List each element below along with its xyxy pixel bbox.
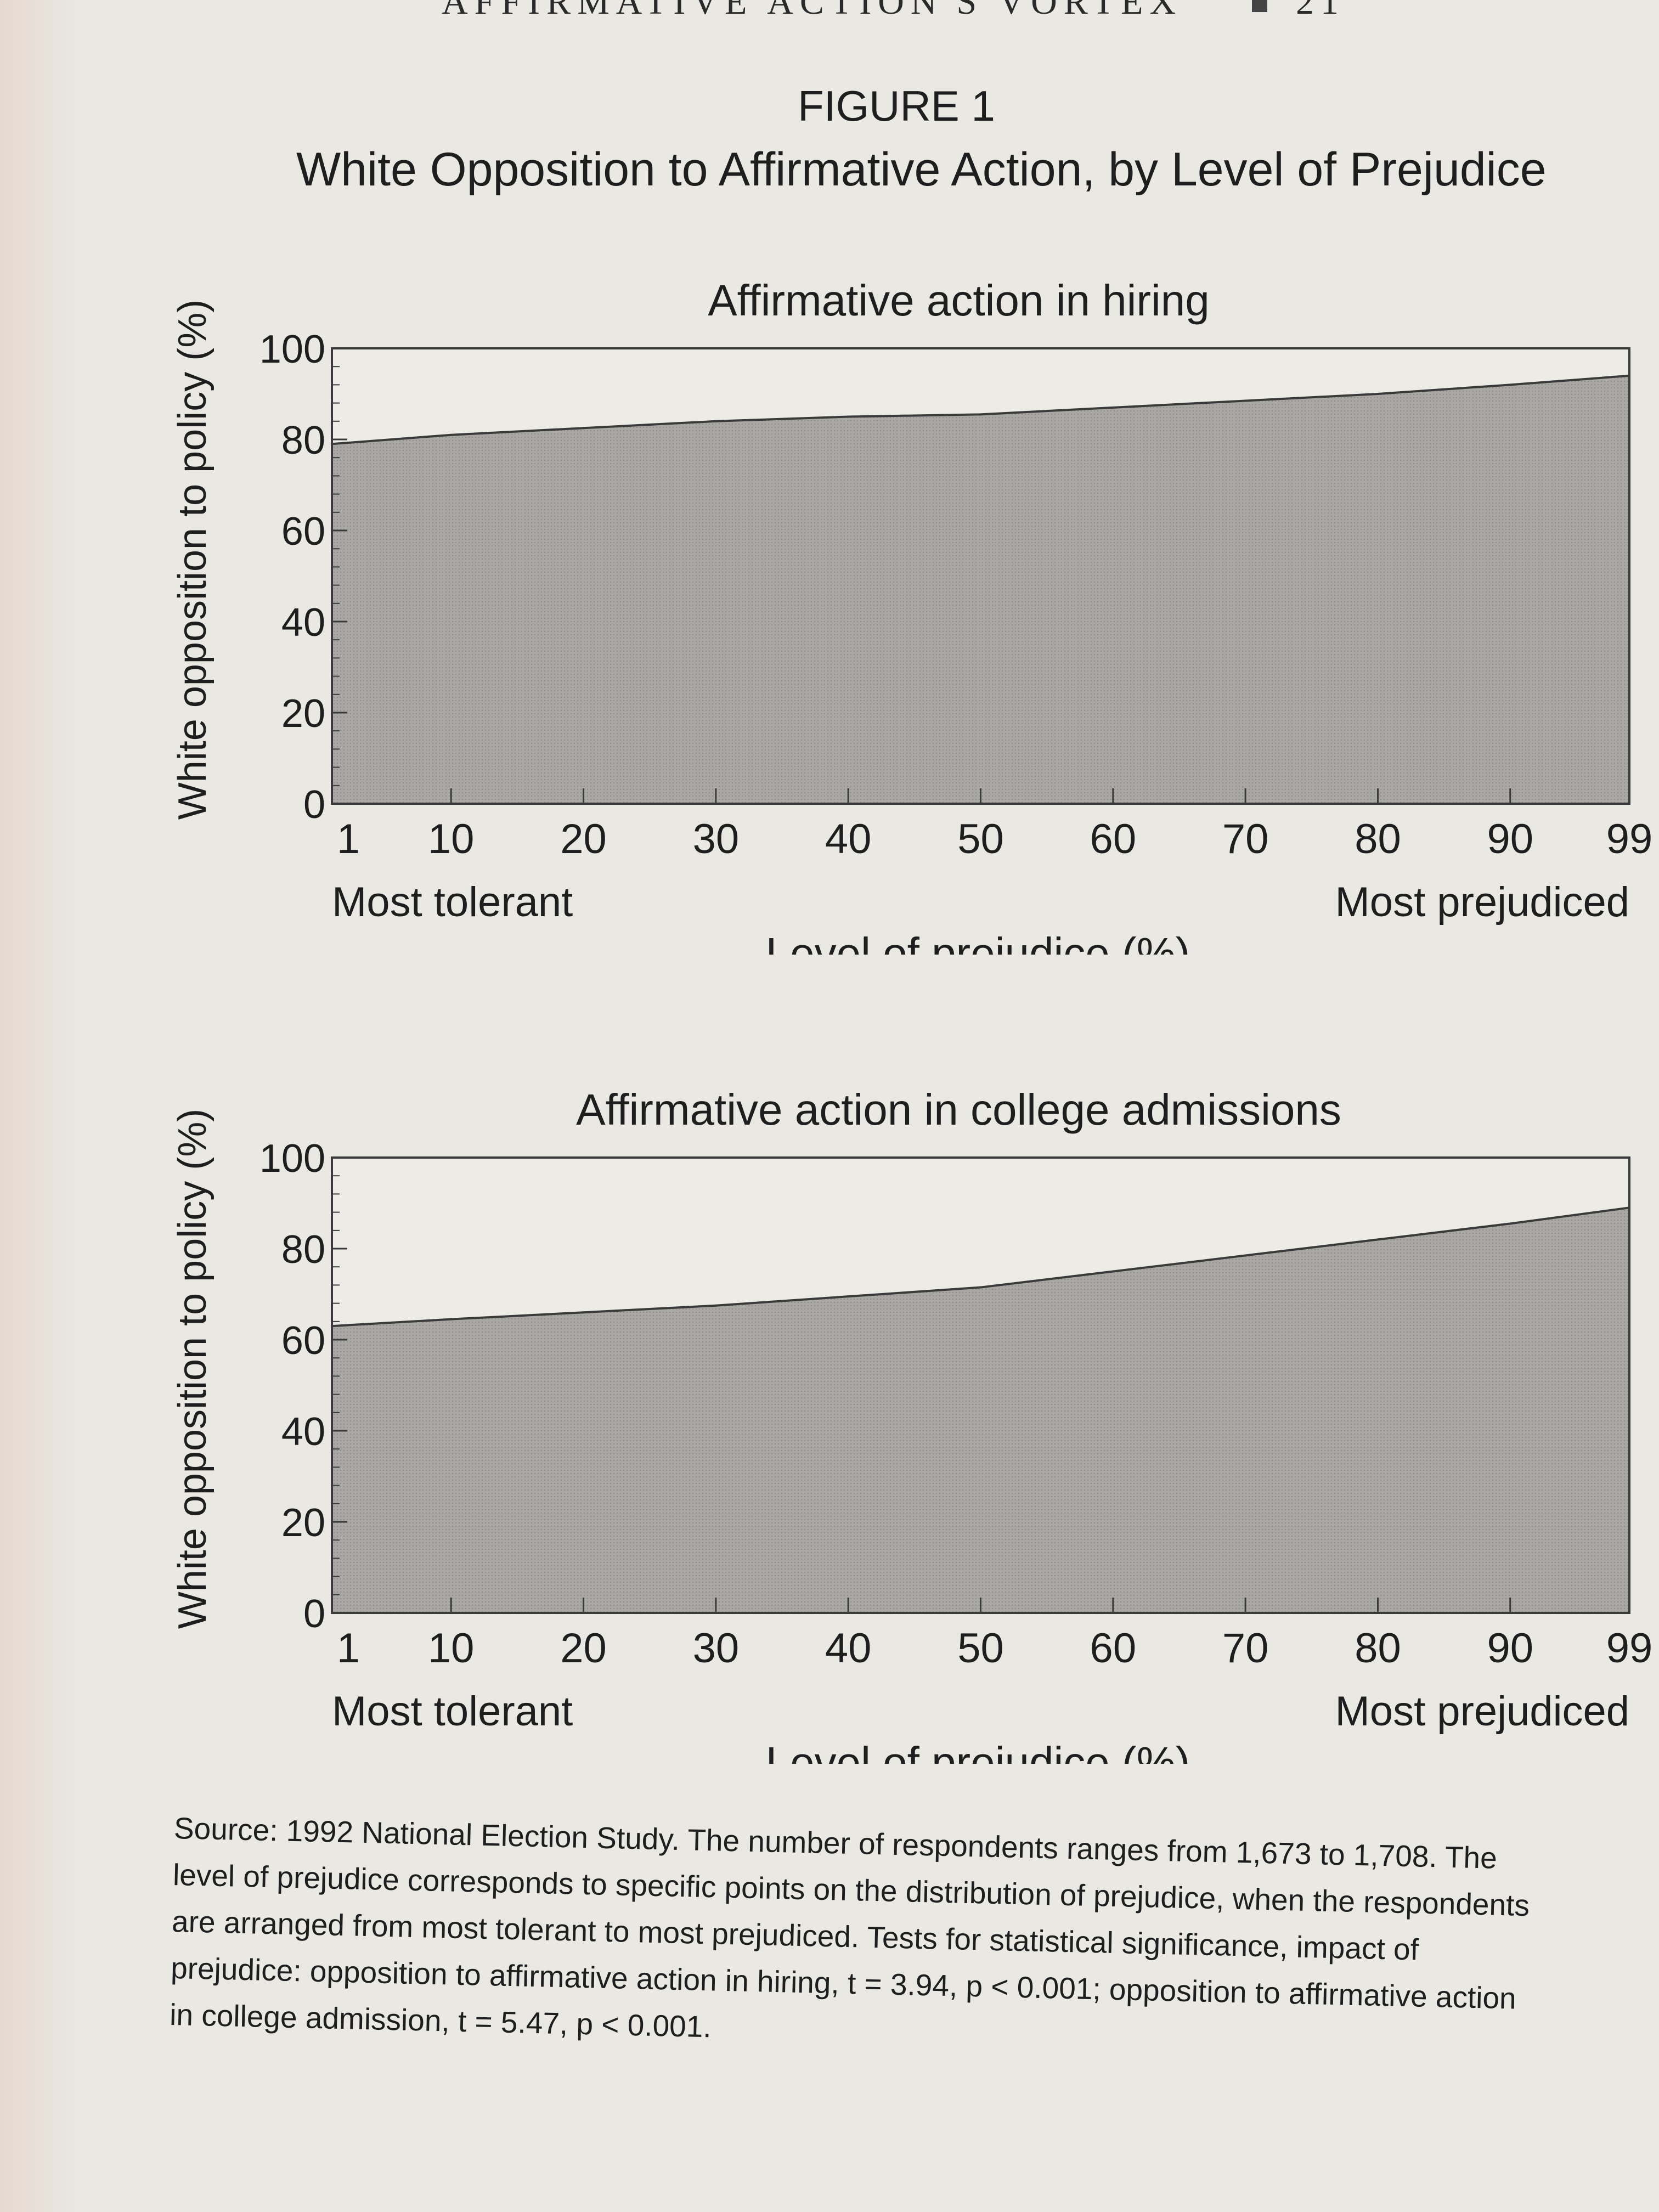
y-tick-label: 60 (281, 1319, 325, 1363)
y-tick-label: 20 (281, 1501, 325, 1545)
figure-label: FIGURE 1 (798, 82, 995, 130)
chart-svg: Affirmative action in hiring 0 20 40 60 80 100… (171, 276, 1653, 955)
running-title: AFFIRMATIVE ACTION'S VORTEX (442, 0, 1183, 22)
y-tick-label: 100 (259, 328, 325, 371)
x-left-label: Most tolerant (332, 879, 573, 926)
y-axis-label: White opposition to policy (%) (171, 300, 215, 820)
chart-title: Affirmative action in hiring (708, 276, 1210, 325)
x-tick-label: 20 (560, 1625, 607, 1672)
data-point (1376, 1238, 1379, 1241)
data-point (450, 433, 453, 436)
x-right-label: Most prejudiced (1335, 1688, 1630, 1735)
x-tick-label: 90 (1487, 816, 1534, 862)
opposition-area (332, 375, 1629, 804)
x-tick-label: 80 (1355, 816, 1401, 862)
x-tick-label: 10 (428, 1625, 475, 1672)
y-tick-label: 80 (281, 1228, 325, 1272)
data-point (714, 1304, 717, 1307)
data-point (714, 420, 717, 422)
x-axis-label: Level of prejudice (%) (766, 1738, 1190, 1764)
x-tick-label: 40 (825, 1625, 872, 1672)
y-tick-label: 20 (281, 692, 325, 736)
page-edge (0, 0, 82, 2212)
x-tick-label: 99 (1606, 1625, 1653, 1672)
y-tick-label: 40 (281, 1410, 325, 1454)
y-tick-label: 60 (281, 510, 325, 554)
chart-svg: Affirmative action in college admissions… (171, 1085, 1653, 1764)
page-number: 21 (1296, 0, 1345, 22)
x-tick-label: 1 (337, 816, 360, 862)
x-tick-label: 80 (1355, 1625, 1401, 1672)
x-tick-label: 1 (337, 1625, 360, 1672)
data-point (1509, 1222, 1511, 1225)
x-tick-label: 30 (693, 816, 740, 862)
x-tick-label: 10 (428, 816, 475, 862)
x-tick-label: 90 (1487, 1625, 1534, 1672)
y-tick-label: 0 (303, 783, 325, 827)
data-point (1509, 383, 1511, 386)
header-bullet-icon (1252, 0, 1267, 12)
data-point (1376, 393, 1379, 395)
data-point (582, 1311, 585, 1314)
chart-college-admissions: Affirmative action in college admissions… (0, 1051, 1659, 1764)
y-tick-label: 100 (259, 1137, 325, 1181)
y-tick-label: 40 (281, 601, 325, 645)
x-tick-label: 50 (957, 816, 1004, 862)
x-left-label: Most tolerant (332, 1688, 573, 1735)
x-right-label: Most prejudiced (1335, 879, 1630, 926)
figure-title: White Opposition to Affirmative Action, … (296, 143, 1547, 196)
x-tick-label: 40 (825, 816, 872, 862)
y-tick-label: 80 (281, 419, 325, 462)
data-point (1244, 399, 1247, 402)
y-axis-label: White opposition to policy (%) (171, 1109, 215, 1629)
data-point (847, 1295, 850, 1298)
x-tick-label: 50 (957, 1625, 1004, 1672)
x-tick-label: 60 (1090, 816, 1137, 862)
data-point (582, 427, 585, 430)
chart-hiring: Affirmative action in hiring 0 20 40 60 80 100… (0, 241, 1659, 955)
data-point (1244, 1254, 1247, 1257)
data-point (979, 1286, 982, 1289)
data-point (847, 415, 850, 418)
x-axis-label: Level of prejudice (%) (766, 929, 1190, 955)
x-tick-label: 20 (560, 816, 607, 862)
data-point (1111, 1270, 1114, 1273)
x-tick-label: 30 (693, 1625, 740, 1672)
data-point (1111, 406, 1114, 409)
y-tick-label: 0 (303, 1592, 325, 1636)
x-tick-label: 60 (1090, 1625, 1137, 1672)
x-tick-label: 70 (1222, 816, 1269, 862)
x-tick-label: 70 (1222, 1625, 1269, 1672)
chart-title: Affirmative action in college admissions (576, 1085, 1341, 1134)
data-point (979, 413, 982, 416)
figure-caption: Source: 1992 National Election Study. Th… (169, 1805, 1644, 2072)
x-tick-label: 99 (1606, 816, 1653, 862)
data-point (450, 1318, 453, 1321)
